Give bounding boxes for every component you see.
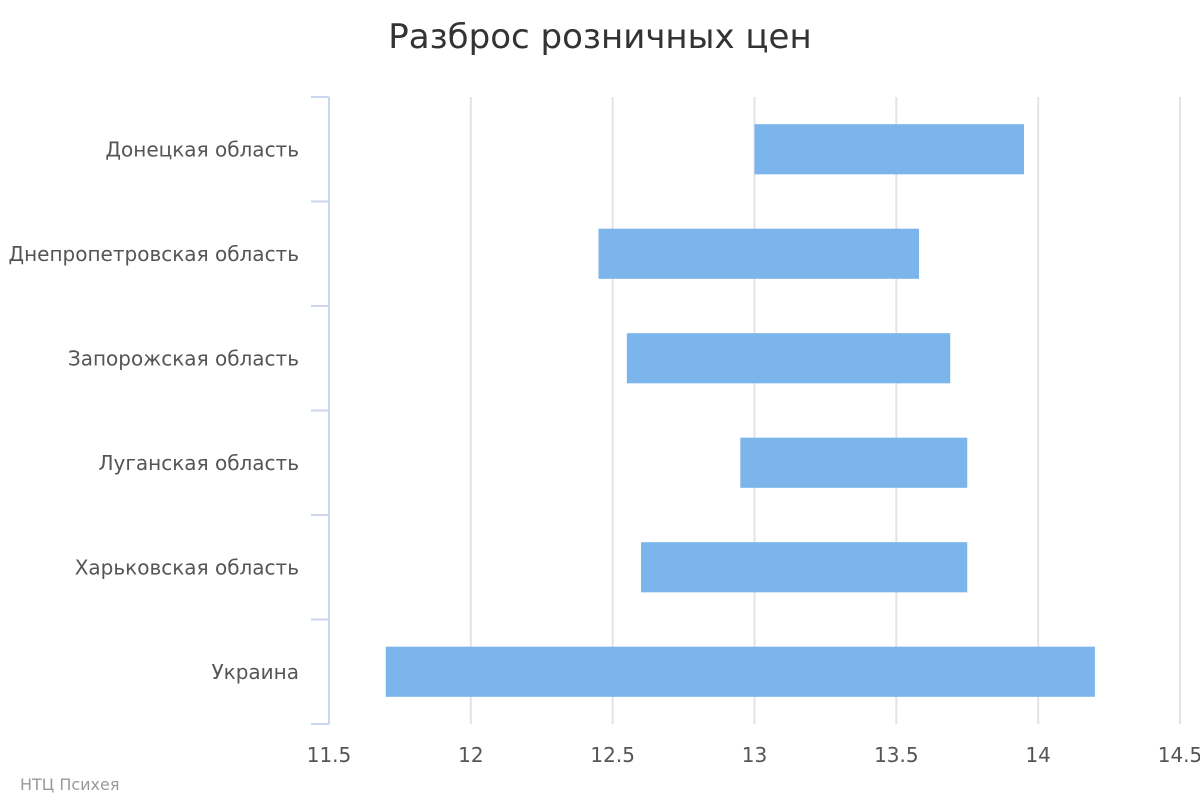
- x-tick-label: 14.5: [1158, 743, 1200, 767]
- x-tick-label: 12.5: [590, 743, 635, 767]
- category-label: Днепропетровская область: [8, 242, 299, 266]
- x-tick-label: 13.5: [874, 743, 919, 767]
- x-tick-label: 14: [1025, 743, 1050, 767]
- range-bar[interactable]: [385, 646, 1095, 697]
- category-axis: [311, 96, 330, 725]
- category-labels: Донецкая область Днепропетровская область…: [8, 137, 299, 684]
- chart-credits[interactable]: НТЦ Психея: [20, 775, 119, 794]
- range-bar[interactable]: [598, 228, 920, 279]
- x-tick-labels: 11.5 12 12.5 13 13.5 14 14.5: [307, 743, 1200, 767]
- category-label: Запорожская область: [68, 346, 299, 370]
- x-tick-label: 12: [458, 743, 483, 767]
- range-bar[interactable]: [626, 333, 951, 384]
- category-label: Харьковская область: [75, 555, 299, 579]
- range-bar[interactable]: [641, 542, 968, 593]
- x-tick-label: 11.5: [307, 743, 352, 767]
- range-bar[interactable]: [740, 437, 968, 488]
- category-label: Украина: [211, 660, 299, 684]
- x-tick-label: 13: [742, 743, 767, 767]
- category-label: Донецкая область: [105, 137, 299, 161]
- category-label: Луганская область: [99, 451, 299, 475]
- range-bar[interactable]: [754, 124, 1024, 175]
- chart-title: Разброс розничных цен: [388, 17, 811, 57]
- gridlines: [469, 97, 1181, 724]
- range-bars: [385, 124, 1095, 697]
